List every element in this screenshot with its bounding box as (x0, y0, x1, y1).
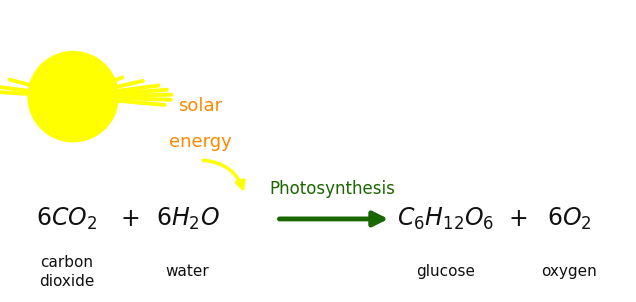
Text: oxygen: oxygen (541, 264, 597, 279)
Text: solar: solar (178, 97, 223, 115)
Text: glucose: glucose (416, 264, 474, 279)
Text: $6H_2O$: $6H_2O$ (156, 206, 219, 232)
Text: $6O_2$: $6O_2$ (547, 206, 591, 232)
Ellipse shape (27, 51, 119, 143)
Text: +: + (508, 207, 529, 231)
Text: energy: energy (169, 133, 232, 151)
Text: water: water (166, 264, 209, 279)
Text: $6CO_2$: $6CO_2$ (36, 206, 97, 232)
Text: Photosynthesis: Photosynthesis (269, 180, 395, 198)
Text: +: + (120, 207, 141, 231)
Text: $C_6H_{12}O_6$: $C_6H_{12}O_6$ (397, 206, 494, 232)
Text: carbon
dioxide: carbon dioxide (39, 255, 95, 289)
